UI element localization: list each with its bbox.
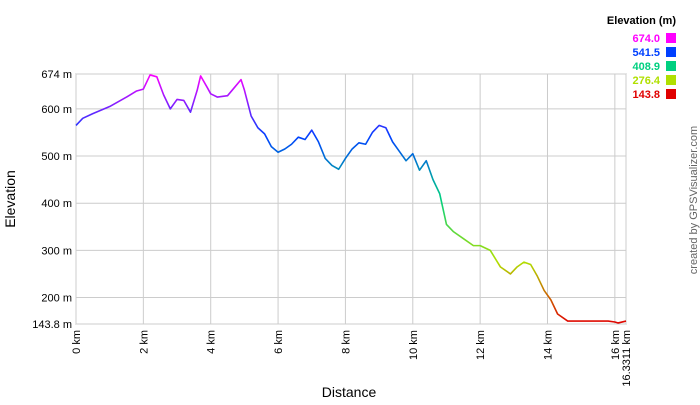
y-tick-label: 200 m <box>41 293 72 305</box>
legend-swatch <box>666 33 676 43</box>
legend-label: 408.9 <box>632 61 660 73</box>
x-tick-label: 0 km <box>71 330 83 354</box>
legend-swatch <box>666 47 676 57</box>
x-tick-label: 14 km <box>542 330 554 360</box>
elevation-line <box>75 74 627 324</box>
legend-swatch <box>666 89 676 99</box>
legend-label: 674.0 <box>632 33 660 45</box>
legend-label: 143.8 <box>632 89 660 101</box>
x-tick-label: 16 km <box>610 330 622 360</box>
y-tick-label: 600 m <box>41 104 72 116</box>
y-tick-label: 500 m <box>41 151 72 163</box>
credit: created by GPSVisualizer.com <box>688 126 700 274</box>
x-tick-label: 16.3311 km <box>621 330 633 387</box>
x-tick-label: 8 km <box>340 330 352 354</box>
legend-label: 276.4 <box>632 75 660 87</box>
plot-area <box>75 73 627 325</box>
y-tick-label: 143.8 m <box>32 319 72 331</box>
x-tick-label: 10 km <box>408 330 420 360</box>
x-axis-label: Distance <box>322 384 377 400</box>
y-axis-label: Elevation <box>2 170 18 228</box>
legend-label: 541.5 <box>632 47 660 59</box>
x-tick-label: 12 km <box>475 330 487 360</box>
x-tick-label: 6 km <box>273 330 285 354</box>
legend-title: Elevation (m) <box>607 15 676 27</box>
x-tick-label: 2 km <box>138 330 150 354</box>
legend-swatch <box>666 61 676 71</box>
y-tick-label: 300 m <box>41 245 72 257</box>
y-tick-label: 674 m <box>41 69 72 81</box>
y-tick-label: 400 m <box>41 198 72 210</box>
legend-swatch <box>666 75 676 85</box>
x-tick-label: 4 km <box>206 330 218 354</box>
